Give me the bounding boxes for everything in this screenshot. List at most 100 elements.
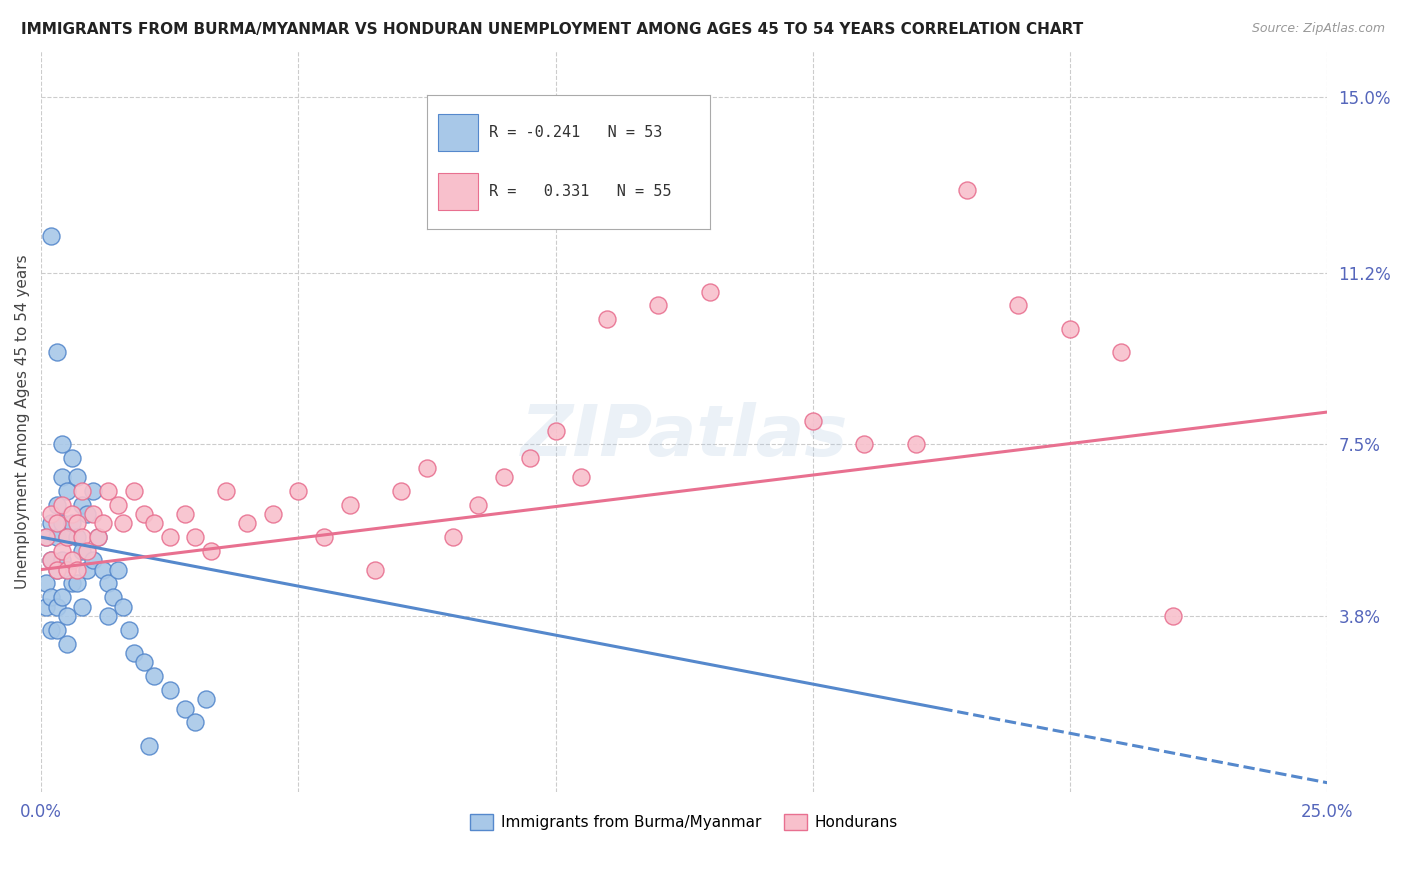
Point	[66, 516, 89, 531]
Point	[132, 507, 155, 521]
Point	[60, 576, 83, 591]
Point	[72, 544, 94, 558]
Point	[699, 285, 721, 299]
Point	[1161, 608, 1184, 623]
Point	[72, 599, 94, 614]
Point	[194, 692, 217, 706]
Point	[45, 530, 67, 544]
Point	[416, 460, 439, 475]
Point	[41, 229, 63, 244]
Point	[122, 483, 145, 498]
Point	[143, 669, 166, 683]
Point	[45, 498, 67, 512]
Point	[91, 563, 114, 577]
Point	[66, 470, 89, 484]
Text: Source: ZipAtlas.com: Source: ZipAtlas.com	[1251, 22, 1385, 36]
Point	[138, 739, 160, 753]
Point	[41, 591, 63, 605]
Point	[51, 516, 73, 531]
Point	[647, 298, 669, 312]
Point	[56, 637, 79, 651]
Point	[287, 483, 309, 498]
Point	[112, 599, 135, 614]
Point	[66, 530, 89, 544]
Point	[56, 608, 79, 623]
Point	[112, 516, 135, 531]
Point	[72, 498, 94, 512]
Point	[60, 507, 83, 521]
Point	[45, 344, 67, 359]
Point	[801, 414, 824, 428]
Point	[956, 183, 979, 197]
Point	[97, 608, 120, 623]
Point	[853, 437, 876, 451]
Point	[66, 563, 89, 577]
Point	[467, 498, 489, 512]
Point	[41, 623, 63, 637]
Point	[56, 563, 79, 577]
Point	[494, 470, 516, 484]
Point	[389, 483, 412, 498]
Point	[122, 646, 145, 660]
Point	[60, 451, 83, 466]
Point	[107, 498, 129, 512]
Point	[364, 563, 387, 577]
Point	[132, 655, 155, 669]
Legend: Immigrants from Burma/Myanmar, Hondurans: Immigrants from Burma/Myanmar, Hondurans	[464, 808, 904, 836]
Point	[51, 591, 73, 605]
Point	[72, 530, 94, 544]
Point	[339, 498, 361, 512]
Point	[236, 516, 259, 531]
Point	[41, 516, 63, 531]
Point	[35, 530, 58, 544]
Point	[60, 553, 83, 567]
Point	[86, 530, 108, 544]
Point	[117, 623, 139, 637]
Point	[1111, 344, 1133, 359]
Point	[51, 470, 73, 484]
Point	[82, 507, 104, 521]
Text: IMMIGRANTS FROM BURMA/MYANMAR VS HONDURAN UNEMPLOYMENT AMONG AGES 45 TO 54 YEARS: IMMIGRANTS FROM BURMA/MYANMAR VS HONDURA…	[21, 22, 1084, 37]
Point	[184, 530, 207, 544]
Point	[45, 516, 67, 531]
Point	[35, 530, 58, 544]
Point	[51, 498, 73, 512]
Point	[51, 437, 73, 451]
Point	[215, 483, 238, 498]
Point	[91, 516, 114, 531]
Point	[51, 544, 73, 558]
Point	[174, 507, 197, 521]
Point	[97, 483, 120, 498]
Point	[76, 544, 98, 558]
Point	[45, 563, 67, 577]
Point	[159, 683, 181, 698]
Point	[143, 516, 166, 531]
Point	[174, 701, 197, 715]
Point	[72, 483, 94, 498]
Point	[82, 483, 104, 498]
Point	[1059, 321, 1081, 335]
Point	[76, 563, 98, 577]
Point	[56, 563, 79, 577]
Point	[66, 576, 89, 591]
Point	[200, 544, 222, 558]
Point	[41, 553, 63, 567]
Point	[312, 530, 335, 544]
Point	[596, 312, 619, 326]
Point	[41, 553, 63, 567]
Point	[51, 553, 73, 567]
Point	[35, 576, 58, 591]
Text: ZIPatlas: ZIPatlas	[520, 401, 848, 471]
Y-axis label: Unemployment Among Ages 45 to 54 years: Unemployment Among Ages 45 to 54 years	[15, 254, 30, 589]
Point	[56, 530, 79, 544]
Point	[41, 507, 63, 521]
Point	[86, 530, 108, 544]
Point	[82, 553, 104, 567]
Point	[56, 483, 79, 498]
Point	[544, 424, 567, 438]
Point	[441, 530, 464, 544]
Point	[101, 591, 124, 605]
Point	[262, 507, 284, 521]
Point	[519, 451, 541, 466]
Point	[76, 507, 98, 521]
